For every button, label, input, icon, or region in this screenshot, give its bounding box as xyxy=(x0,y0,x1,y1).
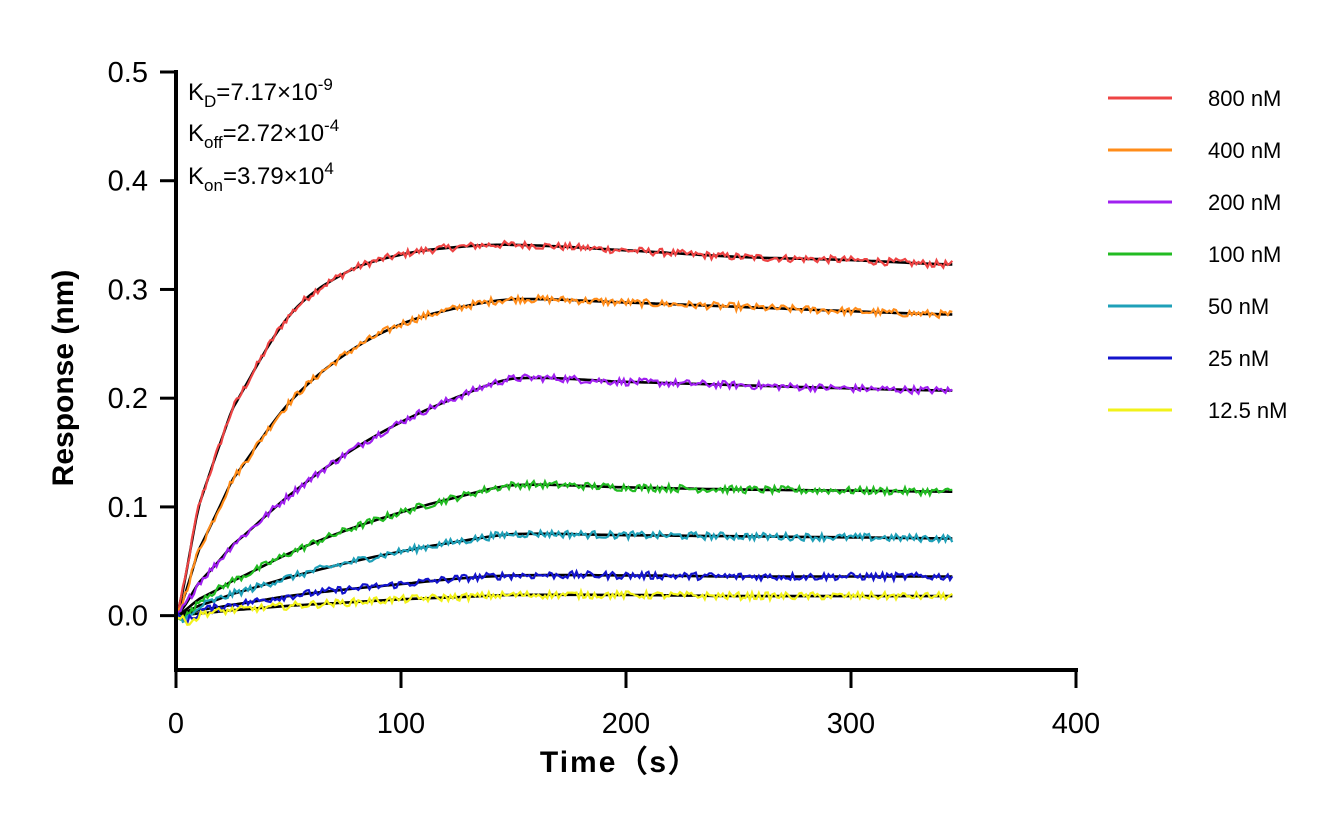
fit-curve xyxy=(174,297,953,617)
legend: 800 nM 400 nM 200 nM 100 nM 50 nM 25 nM 12.5 n… xyxy=(1108,86,1288,423)
data-curves xyxy=(175,239,954,626)
series-line-400-nm xyxy=(175,293,953,614)
x-tick-label: 300 xyxy=(827,708,875,740)
plot-area xyxy=(174,239,954,626)
legend-label: 200 nM xyxy=(1208,190,1281,215)
y-tick-label: 0.1 xyxy=(108,492,148,524)
legend-label: 100 nM xyxy=(1208,242,1281,267)
series-line-100-nm xyxy=(175,478,953,621)
x-axis-title: Time（s） xyxy=(540,745,700,779)
x-tick-label: 0 xyxy=(168,708,184,740)
koff-annotation: Koff=2.72×10-4 xyxy=(188,116,339,152)
y-tick-label: 0.0 xyxy=(108,601,148,633)
y-tick-label: 0.5 xyxy=(108,57,148,89)
legend-label: 400 nM xyxy=(1208,138,1281,163)
kinetics-annotations: KD=7.17×10-9 Koff=2.72×10-4 Kon=3.79×104 xyxy=(188,75,339,195)
kd-annotation: KD=7.17×10-9 xyxy=(188,75,333,111)
y-tick-label: 0.2 xyxy=(108,383,148,415)
y-tick-label: 0.4 xyxy=(108,166,148,198)
series-line-200-nm xyxy=(175,372,953,614)
legend-label: 12.5 nM xyxy=(1208,398,1288,423)
kon-annotation: Kon=3.79×104 xyxy=(188,159,334,195)
y-axis-title: Response (nm) xyxy=(47,270,80,487)
series-line-50-nm xyxy=(175,528,954,624)
x-tick-label: 400 xyxy=(1052,708,1100,740)
legend-label: 800 nM xyxy=(1208,86,1281,111)
x-tick-label: 100 xyxy=(377,708,425,740)
y-axis-ticks: 0.0 0.1 0.2 0.3 0.4 0.5 xyxy=(108,57,176,633)
series-line-800-nm xyxy=(175,239,954,616)
legend-label: 25 nM xyxy=(1208,346,1269,371)
series-line-25-nm xyxy=(175,568,954,626)
x-axis-ticks: 0 100 200 300 400 xyxy=(168,670,1100,740)
legend-label: 50 nM xyxy=(1208,294,1269,319)
x-tick-label: 200 xyxy=(602,708,650,740)
series-line-12-5-nm xyxy=(175,587,953,626)
y-tick-label: 0.3 xyxy=(108,274,148,306)
